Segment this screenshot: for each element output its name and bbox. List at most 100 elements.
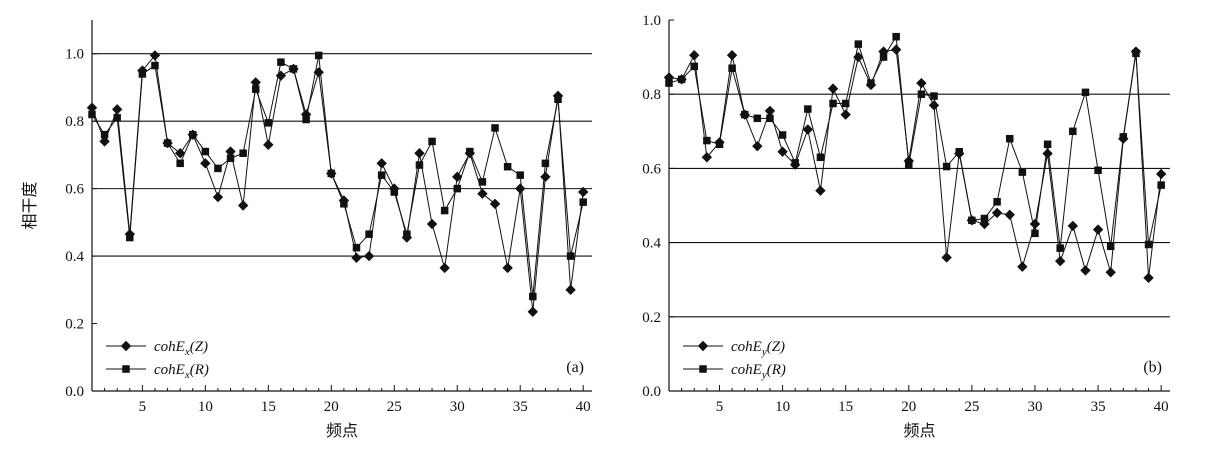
data-point-diamond: [489, 198, 501, 210]
data-point-square: [491, 124, 499, 132]
y-tick-label: 0.8: [65, 114, 84, 130]
data-point-square: [1144, 240, 1153, 249]
data-point-square: [879, 53, 888, 61]
data-point-square: [703, 136, 711, 145]
data-point-square: [1069, 127, 1077, 136]
data-point-square: [905, 160, 913, 169]
data-point-diamond: [174, 148, 186, 159]
x-tick-label: 5: [716, 399, 724, 415]
legend-item: cohEy(Z): [683, 339, 785, 358]
data-point-square: [791, 159, 799, 167]
legend-marker-square: [699, 365, 707, 373]
data-point-diamond: [200, 158, 211, 169]
y-tick-label: 0.6: [65, 182, 84, 198]
y-tick-label: 0.2: [65, 317, 84, 333]
data-point-diamond: [752, 140, 763, 152]
y-tick-label: 0.6: [642, 161, 661, 177]
series-cohEy(Z): [663, 44, 1167, 284]
data-point-diamond: [86, 102, 98, 113]
data-point-diamond: [853, 51, 864, 63]
series-line: [91, 54, 584, 312]
data-point-square: [314, 51, 323, 60]
data-point-square: [841, 99, 850, 108]
data-point-square: [980, 214, 989, 223]
x-tick-label: 30: [450, 399, 465, 415]
data-point-square: [327, 169, 336, 178]
chart-panel-b: 0.0 0.2 0.4 0.6 0.8 1.0 5 10 15 20 25 30 35 40 频点 cohEy…: [642, 13, 1170, 440]
legend-marker-diamond: [697, 340, 709, 352]
x-tick-label: 20: [901, 399, 916, 415]
x-tick-label: 20: [324, 399, 339, 415]
data-point-diamond: [827, 83, 839, 94]
data-point-square: [176, 159, 184, 168]
legend: cohEy(Z) cohEy(R): [683, 339, 786, 381]
data-point-square: [740, 110, 749, 119]
data-point-diamond: [802, 124, 814, 135]
data-point-square: [151, 61, 159, 70]
x-axis-title: 频点: [903, 422, 935, 440]
data-point-diamond: [99, 136, 110, 147]
data-point-diamond: [212, 191, 224, 203]
series-cohEx(Z): [86, 50, 589, 317]
data-point-diamond: [426, 218, 438, 230]
data-point-diamond: [1029, 218, 1041, 230]
data-point-square: [138, 70, 147, 78]
data-point-diamond: [689, 50, 700, 61]
data-point-square: [690, 62, 698, 71]
series-cohEy(R): [665, 32, 1165, 252]
data-point-square: [390, 188, 399, 196]
data-point-square: [766, 114, 774, 123]
data-point-diamond: [941, 252, 952, 263]
legend-label: cohEx(Z): [154, 339, 208, 358]
data-point-diamond: [1067, 220, 1079, 232]
data-point-diamond: [376, 158, 387, 169]
data-point-square: [503, 162, 512, 171]
data-point-diamond: [515, 183, 526, 194]
legend-marker-square: [122, 365, 130, 373]
data-point-diamond: [890, 44, 902, 55]
data-point-diamond: [916, 77, 927, 89]
data-point-square: [968, 216, 976, 225]
data-point-square: [728, 64, 736, 72]
data-point-square: [1081, 88, 1090, 97]
legend-marker-diamond: [120, 340, 132, 352]
y-tick-label: 0.2: [642, 310, 661, 326]
data-point-square: [1005, 134, 1014, 143]
legend-label: cohEx(R): [154, 362, 209, 381]
data-point-square: [715, 140, 724, 149]
data-point-square: [677, 75, 686, 84]
data-point-square: [665, 79, 673, 87]
data-point-square: [415, 161, 424, 169]
data-point-diamond: [237, 200, 249, 211]
legend-label: cohEy(Z): [731, 339, 785, 358]
data-point-square: [816, 153, 825, 162]
x-tick-label: 10: [775, 399, 790, 415]
data-point-square: [1018, 168, 1027, 176]
data-point-square: [829, 99, 837, 108]
data-point-square: [126, 233, 134, 242]
data-point-diamond: [764, 105, 776, 117]
y-tick-label: 0.0: [65, 384, 84, 400]
y-tick-label: 0.8: [642, 87, 661, 103]
panel-label: (b): [1143, 359, 1162, 376]
data-point-square: [854, 40, 863, 48]
y-tick-label: 0.0: [642, 384, 661, 400]
data-point-square: [289, 65, 298, 73]
data-point-square: [377, 171, 386, 179]
data-point-square: [942, 162, 951, 171]
data-point-square: [100, 130, 109, 139]
data-point-square: [1106, 242, 1115, 251]
series-cohEx(R): [88, 51, 587, 301]
data-point-diamond: [540, 171, 551, 183]
series-line: [91, 55, 584, 297]
data-point-diamond: [351, 252, 362, 263]
data-point-square: [516, 171, 524, 179]
data-point-diamond: [452, 171, 463, 183]
data-point-diamond: [577, 186, 589, 198]
data-point-diamond: [1143, 272, 1154, 284]
data-point-diamond: [414, 148, 425, 159]
data-point-square: [955, 147, 964, 156]
data-point-diamond: [1105, 267, 1116, 278]
legend: cohEx(Z) cohEx(R): [106, 339, 209, 381]
